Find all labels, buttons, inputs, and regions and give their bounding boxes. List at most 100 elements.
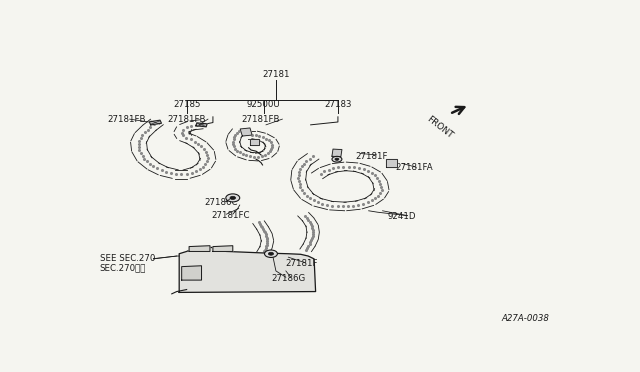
Point (354, 165, 364, 171)
Point (298, 161, 308, 167)
Point (136, 150, 146, 156)
Text: 27181: 27181 (262, 70, 290, 79)
Point (308, 227, 318, 233)
Point (307, 237, 317, 243)
Point (303, 217, 314, 223)
Point (176, 171, 186, 177)
Point (262, 238, 273, 244)
Point (294, 179, 304, 185)
Polygon shape (179, 247, 316, 292)
Point (181, 135, 191, 141)
Text: 27181F: 27181F (286, 259, 318, 268)
Point (257, 224, 267, 230)
Point (259, 228, 269, 234)
Point (138, 153, 148, 159)
Point (134, 138, 144, 144)
Point (302, 246, 312, 251)
Point (137, 132, 147, 138)
Point (367, 170, 377, 176)
Point (262, 235, 272, 241)
Point (145, 161, 156, 167)
Point (301, 247, 311, 253)
Point (148, 122, 159, 128)
Point (244, 153, 255, 159)
Polygon shape (213, 246, 233, 251)
Point (257, 153, 267, 159)
Point (193, 141, 204, 147)
Point (370, 195, 380, 201)
Circle shape (226, 194, 240, 202)
Point (230, 145, 240, 151)
Point (201, 149, 211, 155)
Point (202, 158, 212, 164)
Point (134, 144, 144, 150)
Point (262, 236, 272, 242)
Point (262, 240, 272, 246)
Point (256, 222, 266, 228)
Point (255, 221, 265, 227)
Point (303, 243, 314, 249)
Point (301, 215, 312, 221)
Point (261, 233, 271, 239)
Point (186, 137, 196, 142)
Point (228, 141, 239, 147)
Text: 27181FB: 27181FB (242, 115, 280, 124)
Point (134, 147, 145, 153)
Point (307, 225, 317, 231)
Point (241, 152, 252, 158)
Point (300, 190, 310, 196)
Circle shape (332, 156, 342, 162)
Point (374, 178, 384, 184)
Point (253, 219, 264, 225)
Point (261, 136, 271, 142)
Point (266, 140, 276, 145)
Point (308, 231, 318, 237)
Point (152, 119, 162, 125)
Point (373, 193, 383, 199)
Point (266, 146, 276, 152)
Polygon shape (386, 158, 397, 167)
Point (229, 143, 239, 149)
Point (177, 129, 187, 135)
Point (319, 168, 329, 174)
Polygon shape (240, 128, 252, 136)
Point (145, 124, 156, 130)
Point (246, 132, 257, 138)
Point (353, 202, 364, 208)
Text: 27186G: 27186G (271, 273, 305, 283)
Point (267, 142, 277, 148)
Point (308, 197, 319, 203)
Point (300, 213, 310, 219)
Point (343, 203, 353, 209)
Point (294, 172, 304, 178)
Point (200, 161, 211, 167)
Point (196, 143, 207, 149)
Point (253, 154, 263, 160)
Point (348, 203, 358, 209)
Point (235, 150, 245, 155)
Point (232, 148, 243, 154)
Point (171, 171, 181, 177)
Point (295, 166, 305, 172)
Point (258, 134, 268, 140)
Circle shape (335, 158, 339, 160)
Point (156, 167, 166, 173)
Point (259, 247, 269, 253)
Point (186, 123, 196, 129)
Point (186, 170, 196, 176)
Point (363, 168, 373, 174)
Point (260, 245, 271, 251)
Point (143, 126, 153, 132)
Polygon shape (332, 149, 342, 157)
Point (258, 226, 268, 232)
Point (358, 201, 368, 207)
Text: 27186C: 27186C (204, 198, 237, 207)
Circle shape (230, 196, 236, 199)
Point (202, 152, 212, 158)
Point (191, 122, 202, 128)
Point (372, 175, 382, 181)
Point (328, 165, 338, 171)
Point (228, 139, 238, 145)
Point (349, 164, 359, 170)
Point (260, 231, 271, 237)
